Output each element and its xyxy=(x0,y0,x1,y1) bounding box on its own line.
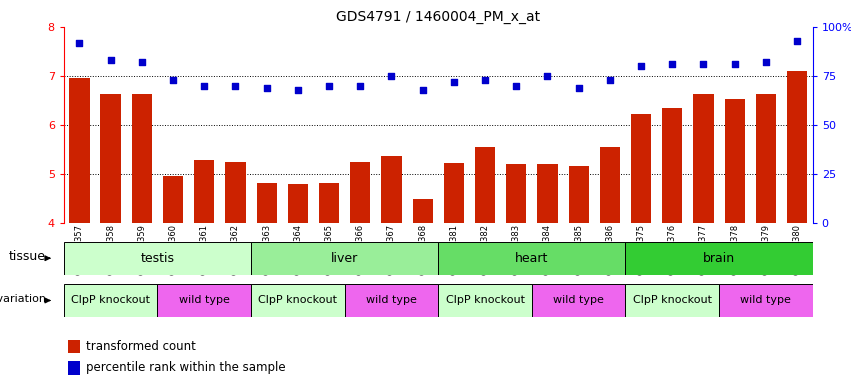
Point xyxy=(603,77,617,83)
Point xyxy=(416,86,430,93)
Title: GDS4791 / 1460004_PM_x_at: GDS4791 / 1460004_PM_x_at xyxy=(336,10,540,25)
Text: tissue: tissue xyxy=(9,250,46,263)
Bar xyxy=(568,166,589,223)
Bar xyxy=(506,164,527,223)
Bar xyxy=(194,160,214,223)
Point xyxy=(291,86,305,93)
Point xyxy=(791,38,804,44)
Point xyxy=(135,59,149,65)
Point xyxy=(728,61,741,67)
Point xyxy=(540,73,554,79)
Bar xyxy=(413,199,433,223)
Point xyxy=(634,63,648,69)
Point xyxy=(104,57,117,63)
Bar xyxy=(100,94,121,223)
Text: heart: heart xyxy=(515,252,549,265)
Bar xyxy=(251,242,438,275)
Bar xyxy=(724,99,745,223)
Bar xyxy=(438,242,625,275)
Point xyxy=(166,77,180,83)
Point xyxy=(385,73,398,79)
Bar xyxy=(381,156,402,223)
Bar xyxy=(350,162,370,223)
Bar xyxy=(132,94,152,223)
Bar xyxy=(756,94,776,223)
Bar xyxy=(443,163,464,223)
Point xyxy=(759,59,773,65)
Point xyxy=(572,84,585,91)
Point xyxy=(260,84,273,91)
Bar xyxy=(163,176,183,223)
Point xyxy=(197,83,211,89)
Text: ClpP knockout: ClpP knockout xyxy=(71,295,150,306)
Bar xyxy=(438,284,532,317)
Bar xyxy=(625,242,813,275)
Text: wild type: wild type xyxy=(366,295,417,306)
Text: wild type: wild type xyxy=(179,295,230,306)
Bar xyxy=(532,284,625,317)
Bar xyxy=(600,147,620,223)
Text: ClpP knockout: ClpP knockout xyxy=(633,295,711,306)
Bar xyxy=(288,184,308,223)
Bar xyxy=(157,284,251,317)
Bar xyxy=(226,162,246,223)
Point xyxy=(510,83,523,89)
Point xyxy=(229,83,243,89)
Bar xyxy=(662,108,683,223)
Text: ClpP knockout: ClpP knockout xyxy=(446,295,524,306)
Text: liver: liver xyxy=(331,252,358,265)
Text: testis: testis xyxy=(140,252,174,265)
Point xyxy=(72,40,86,46)
Bar xyxy=(64,284,157,317)
Bar xyxy=(256,182,277,223)
Point xyxy=(665,61,679,67)
Bar xyxy=(475,147,495,223)
Bar xyxy=(719,284,813,317)
Text: wild type: wild type xyxy=(553,295,604,306)
Bar xyxy=(787,71,808,223)
Bar xyxy=(67,361,79,375)
Bar xyxy=(67,339,79,353)
Bar xyxy=(625,284,719,317)
Bar xyxy=(319,182,340,223)
Text: genotype/variation: genotype/variation xyxy=(0,294,46,304)
Text: ClpP knockout: ClpP knockout xyxy=(259,295,337,306)
Text: wild type: wild type xyxy=(740,295,791,306)
Bar xyxy=(537,164,557,223)
Point xyxy=(697,61,711,67)
Text: brain: brain xyxy=(703,252,735,265)
Point xyxy=(478,77,492,83)
Text: transformed count: transformed count xyxy=(86,340,197,353)
Point xyxy=(323,83,336,89)
Point xyxy=(447,79,460,85)
Bar xyxy=(69,78,89,223)
Text: percentile rank within the sample: percentile rank within the sample xyxy=(86,361,286,374)
Bar xyxy=(694,94,714,223)
Point xyxy=(353,83,367,89)
Bar xyxy=(251,284,345,317)
Bar xyxy=(64,242,251,275)
Bar xyxy=(631,114,651,223)
Bar xyxy=(345,284,438,317)
